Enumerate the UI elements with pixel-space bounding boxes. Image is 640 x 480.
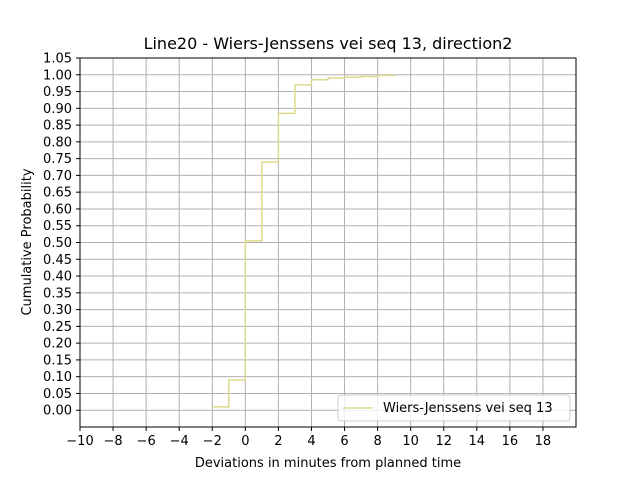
y-tick-label: 0.10	[43, 370, 72, 385]
grid	[79, 57, 576, 427]
y-axis: 0.00 0.05 0.10 0.150.20 0.25 0.30 0.350.40 0.45…	[43, 52, 80, 419]
y-tick-label: 0.90	[43, 102, 72, 117]
y-tick-label: 0.40	[43, 270, 72, 285]
x-tick-label: −6	[137, 434, 156, 449]
x-tick-label: 2	[274, 434, 282, 449]
x-tick-label: −8	[103, 434, 122, 449]
y-tick-label: 0.05	[43, 387, 72, 402]
y-tick-label: 0.70	[43, 169, 72, 184]
y-tick-label: 0.65	[43, 186, 72, 201]
y-axis-title: Cumulative Probability	[20, 168, 35, 315]
series-step-line	[212, 74, 395, 408]
y-tick-label: 0.20	[43, 337, 72, 352]
series-layer	[212, 74, 395, 408]
y-tick-label: 0.35	[43, 286, 72, 301]
y-tick-label: 0.75	[43, 152, 72, 167]
y-tick-label: 0.60	[43, 202, 72, 217]
x-tick-label: 10	[402, 434, 419, 449]
y-tick-label: 0.80	[43, 135, 72, 150]
y-tick-label: 0.45	[43, 253, 72, 268]
y-tick-label: 0.25	[43, 320, 72, 335]
x-tick-label: −4	[170, 434, 189, 449]
x-tick-label: −10	[66, 434, 93, 449]
x-axis: −10 −8 −6 −4 −2 0 2 4 6 8 10 12 14 16 18	[66, 427, 551, 449]
x-tick-label: 0	[241, 434, 249, 449]
y-tick-label: 0.55	[43, 219, 72, 234]
x-tick-label: −2	[203, 434, 222, 449]
legend: Wiers-Jenssens vei seq 13	[337, 394, 571, 422]
y-tick-label: 0.15	[43, 353, 72, 368]
x-tick-label: 14	[469, 434, 486, 449]
x-tick-label: 18	[535, 434, 552, 449]
y-tick-label: 0.00	[43, 404, 72, 419]
y-tick-label: 1.05	[43, 52, 72, 67]
chart-title: Line20 - Wiers-Jenssens vei seq 13, dire…	[144, 34, 513, 53]
legend-box	[337, 394, 571, 422]
x-tick-label: 4	[307, 434, 315, 449]
x-tick-label: 16	[502, 434, 519, 449]
x-tick-label: 12	[435, 434, 452, 449]
x-axis-title: Deviations in minutes from planned time	[195, 456, 461, 471]
legend-label: Wiers-Jenssens vei seq 13	[383, 401, 553, 416]
y-tick-label: 0.30	[43, 303, 72, 318]
y-tick-label: 1.00	[43, 68, 72, 83]
x-tick-label: 8	[373, 434, 381, 449]
y-tick-label: 0.95	[43, 85, 72, 100]
y-tick-label: 0.50	[43, 236, 72, 251]
x-tick-label: 6	[340, 434, 348, 449]
y-tick-label: 0.85	[43, 119, 72, 134]
